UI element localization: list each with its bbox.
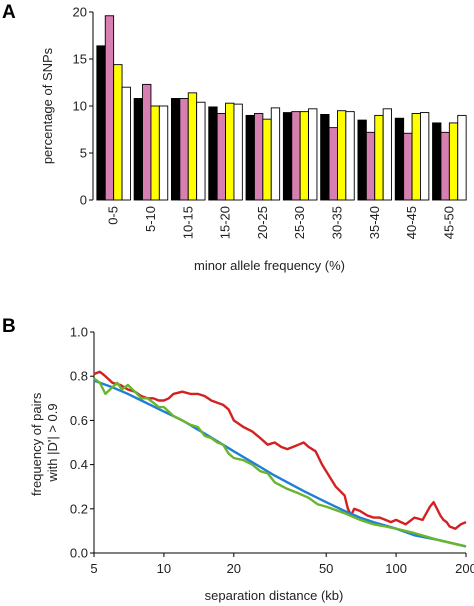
panel-a-letter: A (2, 2, 16, 23)
chart-a-x-axis-label: minor allele frequency (%) (194, 258, 345, 273)
chart-a-bars (96, 15, 467, 201)
chart-a-bar (337, 110, 347, 201)
chart-a-bar (308, 108, 318, 201)
chart-b-y-tick-label: 0.0 (70, 546, 88, 561)
chart-a-x-tick-label: 10-15 (180, 206, 195, 239)
chart-a-x-tick-label: 45-50 (441, 206, 456, 239)
chart-a-bar (233, 103, 243, 201)
chart-a-bar (320, 114, 330, 201)
chart-b-y-tick-label: 1.0 (70, 325, 88, 340)
chart-b-x-tick-label: 50 (319, 561, 333, 576)
chart-a-bar (432, 122, 442, 201)
chart-a-bar (382, 108, 392, 201)
chart-b-x-tick-label: 5 (90, 561, 97, 576)
chart-a-bar (104, 15, 115, 201)
chart-b-x-tick-label: 100 (385, 561, 407, 576)
chart-a-y-tick-label: 15 (73, 52, 87, 67)
chart-a-bar (282, 112, 293, 201)
chart-b-series-line (93, 377, 467, 548)
chart-a-x-tick-label: 0-5 (106, 206, 121, 225)
chart-a-y-tick-label: 0 (80, 193, 87, 208)
chart-a-bar (150, 105, 160, 201)
chart-a-y-axis-label: percentage of SNPs (40, 47, 55, 164)
chart-a-bar (270, 107, 281, 201)
chart-b-x-tick-label: 10 (157, 561, 171, 576)
chart-a-bar (187, 92, 198, 201)
chart-a: 0 5 10 15 20 0-5 5-10 10-15 15-20 20-25 25-30 30-3… (40, 5, 467, 273)
chart-a-y-tick-label: 10 (73, 99, 87, 114)
chart-a-bar (299, 111, 309, 201)
chart-a-bar (457, 114, 467, 201)
chart-b-x-tick-label: 20 (227, 561, 241, 576)
chart-b-x-ticks: 5 10 20 50 100 200 (90, 553, 474, 576)
chart-b-y-ticks: 0.0 0.2 0.4 0.6 0.8 1.0 (70, 325, 94, 561)
chart-a-bar (403, 132, 413, 201)
chart-a-bar (328, 127, 338, 201)
chart-a-x-tick-label: 30-35 (329, 206, 344, 239)
chart-a-bar (245, 114, 255, 201)
chart-a-bar (121, 86, 131, 201)
chart-a-x-tick-label: 40-45 (404, 206, 419, 239)
chart-b-series-line (93, 370, 467, 530)
chart-a-x-tick-label: 35-40 (367, 206, 382, 239)
chart-a-y-tick-label: 5 (80, 146, 87, 161)
chart-a-bar (225, 102, 235, 201)
chart-a-bar (196, 101, 206, 201)
chart-a-bar (374, 114, 384, 201)
chart-b-y-axis-label-line-2: with |D'| > 0.9 (45, 403, 60, 482)
chart-a-bar (357, 119, 367, 201)
chart-b: 0.0 0.2 0.4 0.6 0.8 1.0 5 10 20 50 100 200 frequen… (29, 325, 474, 604)
chart-a-bar (113, 64, 123, 201)
chart-a-bar (394, 117, 405, 201)
chart-a-bar (133, 98, 143, 201)
chart-a-bar (96, 45, 106, 201)
chart-a-y-tick-label: 20 (73, 5, 87, 20)
chart-b-y-tick-label: 0.2 (70, 501, 88, 516)
chart-b-y-tick-label: 0.6 (70, 413, 88, 428)
chart-a-bar (291, 111, 301, 201)
chart-a-bar (170, 98, 181, 201)
chart-b-y-tick-label: 0.4 (70, 457, 88, 472)
chart-a-bar (253, 113, 264, 201)
chart-a-bar (345, 111, 355, 201)
chart-a-bar (142, 83, 152, 201)
chart-a-bar (448, 122, 459, 201)
chart-a-y-ticks: 0 5 10 15 20 (73, 5, 93, 208)
chart-b-x-axis-label: separation distance (kb) (205, 588, 344, 603)
chart-a-bar (179, 98, 189, 201)
chart-a-x-tick-label: 20-25 (255, 206, 270, 239)
chart-b-lines (93, 370, 467, 548)
chart-a-bar (411, 113, 421, 201)
chart-a-bar (440, 131, 450, 201)
chart-a-x-tick-label: 5-10 (143, 206, 158, 232)
panel-b-letter: B (2, 316, 16, 337)
chart-b-y-axis-label-line-1: frequency of pairs (29, 392, 44, 496)
chart-a-bar (216, 113, 226, 201)
chart-a-bar (420, 112, 430, 201)
chart-b-y-axis-label: frequency of pairs with |D'| > 0.9 (29, 389, 60, 496)
chart-a-bar (158, 105, 169, 201)
chart-a-bar (208, 106, 218, 201)
chart-b-x-tick-label: 200 (455, 561, 474, 576)
chart-b-y-tick-label: 0.8 (70, 369, 88, 384)
chart-a-bar (262, 118, 272, 201)
chart-a-x-tick-labels: 0-5 5-10 10-15 15-20 20-25 25-30 30-35 35-40 40-… (106, 206, 457, 239)
chart-a-x-tick-label: 15-20 (218, 206, 233, 239)
chart-a-x-tick-label: 25-30 (292, 206, 307, 239)
chart-a-bar (365, 131, 376, 201)
